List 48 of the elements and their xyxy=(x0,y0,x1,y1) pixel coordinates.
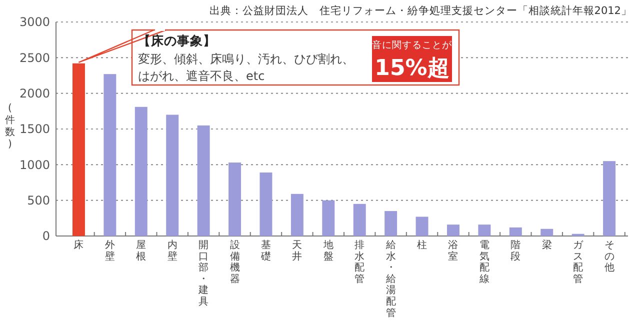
x-tick-label: 浴室 xyxy=(448,239,458,262)
x-tick-label: 階段 xyxy=(510,239,521,262)
x-tick-label: 外壁 xyxy=(104,240,115,262)
bar xyxy=(228,162,242,236)
bar xyxy=(290,194,304,236)
x-tick-label: 梁 xyxy=(542,239,552,251)
x-tick-label: 床 xyxy=(74,239,84,251)
x-tick-label: 基礎 xyxy=(260,239,271,262)
y-tick-label: 0 xyxy=(42,229,50,244)
x-tick-label: 内壁 xyxy=(167,239,178,262)
x-tick-label: 屋根 xyxy=(136,240,146,262)
x-tick-label: 柱 xyxy=(417,239,428,251)
bar xyxy=(416,216,428,236)
y-axis-title: (件数) xyxy=(5,103,15,150)
bar xyxy=(166,114,179,236)
bar xyxy=(322,200,335,236)
y-tick-label: 1500 xyxy=(19,122,50,136)
annotation: 15%超 xyxy=(374,56,450,81)
y-tick-label: 2000 xyxy=(19,86,50,101)
annotation: はがれ、遮音不良、etc xyxy=(138,69,265,83)
y-tick-label: 2500 xyxy=(19,50,50,65)
bar xyxy=(603,161,616,236)
bar xyxy=(540,228,554,236)
bar xyxy=(509,227,522,236)
x-tick-label: 開口部・建具 xyxy=(198,240,209,308)
x-tick-label: 地盤 xyxy=(322,239,334,262)
y-tick-label: 500 xyxy=(27,194,50,208)
bar xyxy=(104,74,116,236)
y-tick-label: 1000 xyxy=(19,158,50,172)
annotation: 音に関することが xyxy=(372,39,453,51)
bar xyxy=(384,211,398,236)
x-tick-label: 排水配管 xyxy=(354,239,365,285)
x-tick-label: 電気配線 xyxy=(478,240,490,285)
source-note: 出典：公益財団法人 住宅リフォーム・紛争処理支援センター「相談統計年報2012」 xyxy=(209,4,632,17)
annotation: 【床の事象】 xyxy=(138,33,216,48)
bar xyxy=(353,204,366,236)
bar xyxy=(446,224,460,236)
x-tick-label: ガス配管 xyxy=(573,240,584,285)
annotation: 変形、傾斜、床鳴り、汚れ、ひび割れ、 xyxy=(138,52,354,66)
x-tick-label: 天井 xyxy=(292,240,302,262)
bar xyxy=(134,106,148,236)
y-tick-label: 3000 xyxy=(19,15,50,30)
x-tick-label: その他 xyxy=(604,240,614,274)
bar xyxy=(260,172,272,236)
x-tick-label: 設備機器 xyxy=(230,239,240,285)
bar xyxy=(478,224,491,236)
bar xyxy=(197,125,210,236)
x-tick-label: 給水・給湯配管 xyxy=(384,239,396,319)
